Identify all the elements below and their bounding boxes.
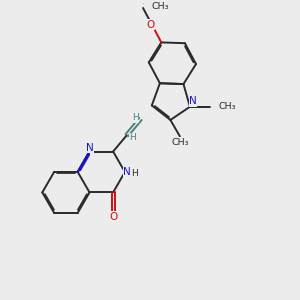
Text: O: O — [142, 3, 144, 4]
Text: N: N — [189, 96, 197, 106]
Text: O: O — [146, 20, 154, 30]
Text: O: O — [109, 212, 117, 222]
Text: CH₃: CH₃ — [151, 2, 169, 11]
Text: CH₃: CH₃ — [219, 102, 236, 111]
Text: H: H — [129, 133, 136, 142]
Text: CH₃: CH₃ — [171, 138, 189, 147]
Text: N: N — [85, 143, 93, 153]
Text: H: H — [131, 169, 138, 178]
Text: H: H — [132, 113, 139, 122]
Text: N: N — [123, 167, 131, 177]
